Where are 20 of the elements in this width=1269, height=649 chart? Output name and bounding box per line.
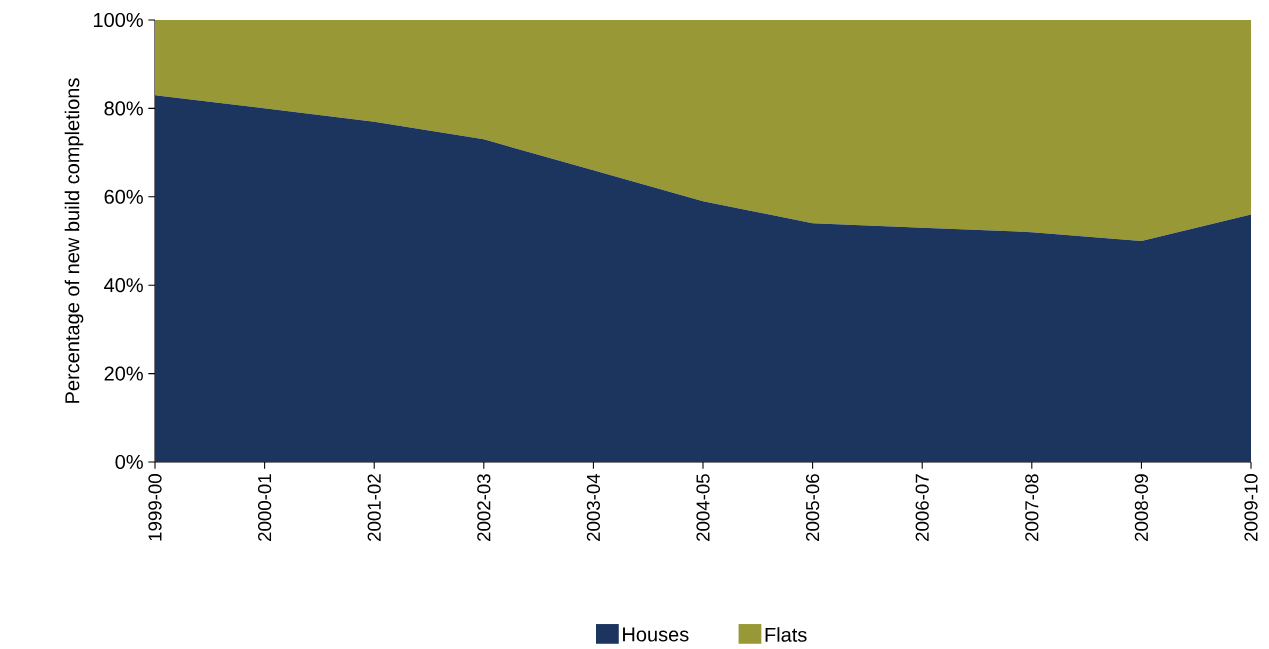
x-tick-label: 2005-06 (805, 474, 820, 541)
x-tick-label: 2000-01 (257, 474, 272, 541)
x-tick-label: 2006-07 (915, 474, 929, 541)
x-tick-label: 2001-02 (367, 474, 381, 541)
y-tick-label: 100% (94, 12, 143, 28)
y-tick-label: 60% (104, 189, 143, 204)
y-tick-label: 20% (104, 366, 143, 381)
y-tick-label: 40% (104, 278, 143, 293)
legend-label: Flats (765, 627, 807, 642)
y-tick-label: 80% (104, 101, 143, 116)
y-tick-label: 0% (115, 454, 143, 470)
x-tick-label: 2002-03 (477, 474, 491, 541)
x-tick-label: 1999-00 (148, 474, 162, 541)
x-tick-label: 2003-04 (586, 473, 601, 541)
y-axis-title: Percentage of new build completions (64, 78, 84, 403)
x-tick-label: 2007-08 (1025, 474, 1039, 541)
legend-label: Houses (623, 627, 689, 642)
x-tick-label: 2004-05 (696, 474, 710, 541)
x-tick-label: 2008-09 (1134, 474, 1149, 541)
x-tick-label: 2009-10 (1244, 474, 1258, 541)
